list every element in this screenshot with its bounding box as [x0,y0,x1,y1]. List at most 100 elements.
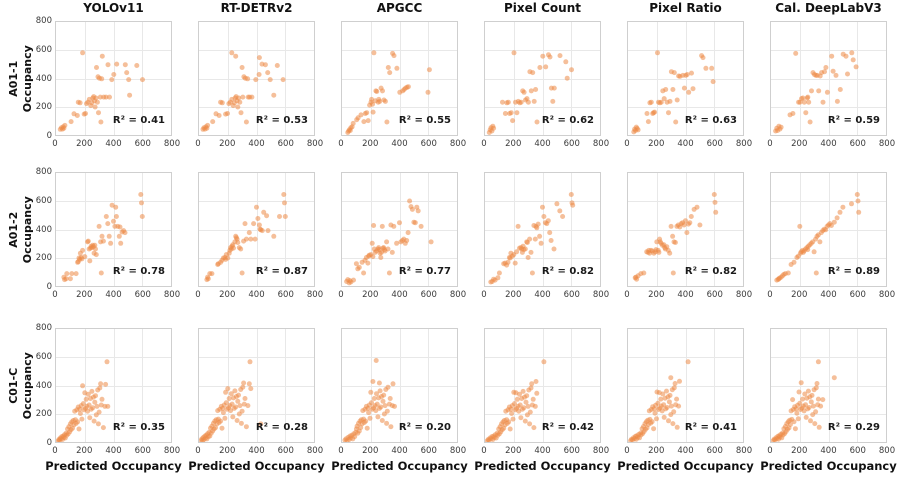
data-point [412,220,418,226]
gridline-horizontal [56,106,171,108]
data-point [374,391,379,397]
scatter-points [774,192,862,283]
scatter-points [486,50,574,135]
data-point [518,99,524,105]
data-point [530,70,536,76]
x-tick-label: 0 [52,290,58,300]
x-tick-label: 0 [624,139,630,149]
data-point [69,271,75,277]
data-point [77,411,83,416]
data-point [563,59,569,65]
data-point [238,420,244,426]
data-point [231,245,236,251]
data-point [837,87,843,92]
x-tick-label: 600 [420,446,437,456]
data-point [365,118,371,124]
scatter-panel: R² = 0.77 [341,172,458,287]
r-squared-label: R² = 0.41 [684,422,737,433]
data-point [282,200,287,206]
data-point [547,230,553,236]
data-point [541,359,547,365]
r-squared-label: R² = 0.55 [398,115,451,126]
data-point [100,425,106,431]
x-tick-label: 200 [76,139,93,149]
data-point [83,111,88,116]
x-tick-label: 200 [791,290,808,300]
r-squared-label: R² = 0.59 [827,115,880,126]
x-tick-label: 400 [248,139,265,149]
data-point [514,110,520,116]
data-point [218,418,224,424]
data-point [105,62,111,68]
data-point [856,209,862,215]
data-point [397,220,402,226]
gridline-vertical [285,329,287,442]
x-tick-label: 600 [706,139,723,149]
x-tick-label: 200 [219,446,236,456]
data-point [540,53,546,59]
data-point [666,110,671,116]
data-point [849,201,854,207]
data-point [380,88,385,94]
data-point [671,70,677,76]
data-point [537,233,543,239]
data-point [713,209,719,215]
data-point [415,208,421,214]
data-point [547,54,553,60]
data-point [274,63,280,68]
data-point [93,393,98,399]
data-point [816,424,822,430]
gridline-horizontal [56,413,171,415]
data-point [684,230,690,236]
data-point [812,421,818,427]
x-tick-label: 800 [306,446,324,456]
y-tick-label: 0 [46,131,52,141]
x-tick-label: 200 [76,446,93,456]
data-point [378,255,384,260]
data-point [792,426,798,432]
x-tick-label: 800 [878,139,896,149]
data-point [801,99,807,105]
x-tick-label: 0 [195,290,201,300]
data-point [140,77,145,83]
data-point [265,70,271,76]
data-point [661,96,667,102]
data-point [815,396,821,402]
scatter-panel: R² = 0.42 [484,328,601,443]
data-point [522,246,528,252]
data-point [243,236,249,242]
data-point [105,221,111,227]
data-point [505,259,511,265]
data-point [92,399,98,405]
data-point [239,65,245,70]
data-point [428,239,434,245]
data-point [649,419,655,425]
data-point [854,192,860,197]
column-title: Pixel Count [504,1,581,15]
data-point [644,111,650,116]
data-point [80,50,86,56]
data-point [139,214,145,219]
gridline-vertical [571,329,573,442]
data-point [686,89,692,95]
data-point [375,414,381,420]
data-point [92,242,98,248]
data-point [545,218,551,224]
gridline-vertical [428,173,430,286]
data-point [568,192,574,197]
data-point [674,396,680,402]
data-point [778,124,784,130]
r-squared-label: R² = 0.41 [112,115,165,126]
data-point [258,421,264,427]
data-point [828,223,834,228]
data-point [98,270,104,276]
data-point [661,402,667,408]
data-point [379,418,385,423]
data-point [803,414,809,420]
gridline-horizontal [628,413,743,415]
data-point [265,228,271,234]
x-tick-label: 0 [624,446,630,456]
data-point [93,95,99,101]
data-point [382,98,388,104]
data-point [808,399,814,405]
